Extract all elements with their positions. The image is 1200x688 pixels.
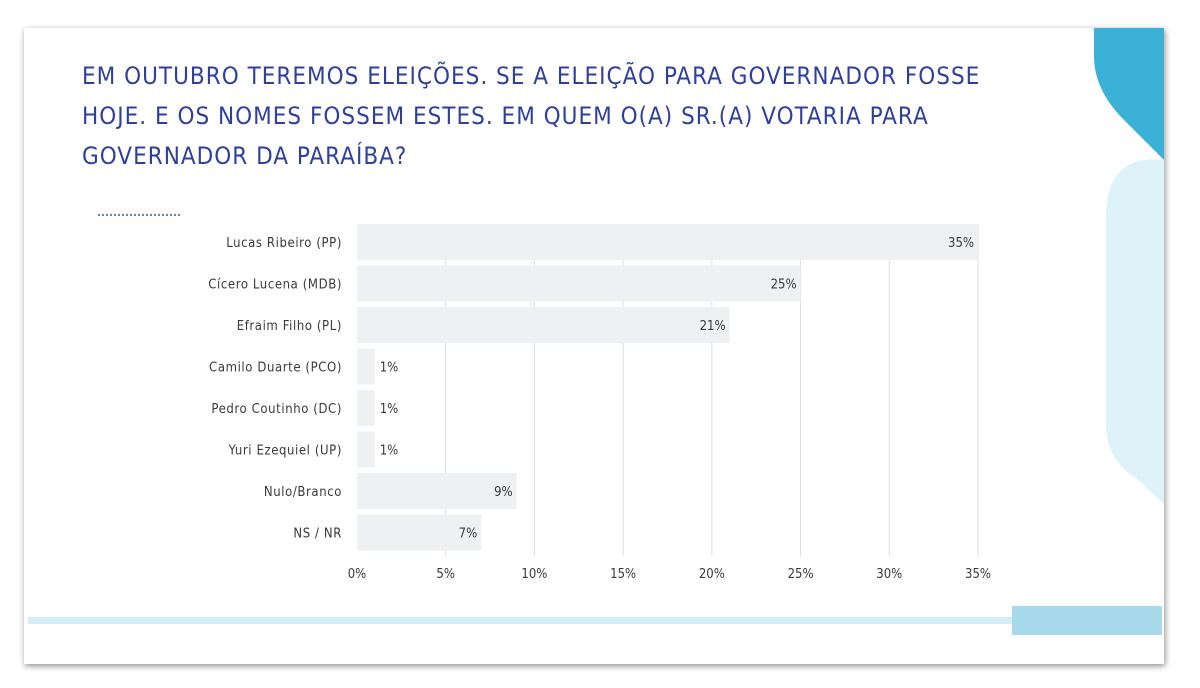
footer-line (28, 617, 1108, 624)
bar (357, 431, 375, 468)
x-tick-label: 20% (699, 567, 725, 582)
category-label: Pedro Coutinho (DC) (211, 402, 342, 417)
bar (357, 348, 375, 385)
category-label: Camilo Duarte (PCO) (209, 361, 342, 376)
category-label: Yuri Ezequiel (UP) (228, 444, 342, 459)
bar (357, 473, 517, 509)
data-label: 21% (700, 319, 726, 334)
page-title: EM OUTUBRO TEREMOS ELEIÇÕES. SE A ELEIÇÃ… (82, 62, 981, 170)
category-label: Lucas Ribeiro (PP) (226, 236, 342, 251)
x-tick-label: 30% (876, 567, 902, 582)
bar (357, 265, 801, 302)
x-tick-label: 35% (965, 567, 991, 582)
category-label: Nulo/Branco (264, 485, 342, 500)
x-tick-label: 5% (436, 567, 455, 582)
category-label: Efraim Filho (PL) (237, 319, 342, 334)
slide: EM OUTUBRO TEREMOS ELEIÇÕES. SE A ELEIÇÃ… (24, 28, 1164, 664)
x-tick-label: 25% (788, 567, 814, 582)
bar-chart: Lucas Ribeiro (PP) 35% Cícero Lucena (MDB)… (208, 224, 991, 582)
data-label: 25% (771, 278, 797, 293)
x-tick-label: 10% (521, 567, 547, 582)
x-tick-label: 15% (610, 567, 636, 582)
data-label: 1% (380, 402, 399, 417)
bar (357, 390, 375, 426)
data-label: 35% (948, 236, 974, 251)
x-tick-label: 0% (348, 567, 367, 582)
category-label: NS / NR (293, 527, 342, 542)
data-label: 1% (380, 444, 399, 459)
bar (357, 514, 482, 551)
bar (357, 224, 978, 260)
category-label: Cícero Lucena (MDB) (208, 278, 342, 293)
bar (357, 307, 730, 343)
footer-accent-block (1012, 606, 1162, 635)
data-label: 7% (459, 527, 478, 542)
data-label: 1% (380, 361, 399, 376)
title-underline (98, 214, 180, 216)
data-label: 9% (494, 485, 513, 500)
